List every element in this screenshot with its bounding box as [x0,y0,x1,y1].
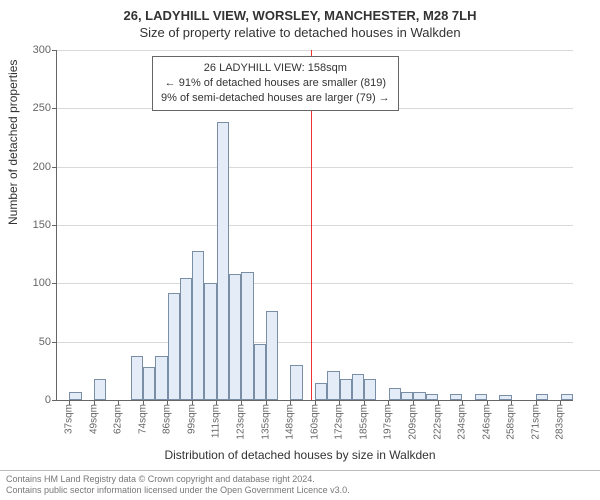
histogram-bar [266,311,278,400]
x-tick-label: 111sqm [211,404,222,438]
chart-container: 26, LADYHILL VIEW, WORSLEY, MANCHESTER, … [0,0,600,500]
title-sub: Size of property relative to detached ho… [0,23,600,40]
histogram-bar [155,356,167,400]
y-tick-mark [52,342,57,343]
y-tick-label: 300 [21,44,51,56]
x-tick-label: 135sqm [260,404,271,440]
callout-line2: ← 91% of detached houses are smaller (81… [165,77,386,89]
x-tick-label: 37sqm [63,404,74,434]
histogram-bar [254,344,266,400]
x-tick-label: 283sqm [555,404,566,440]
y-tick-label: 0 [21,394,51,406]
histogram-bar [450,394,462,400]
y-tick-label: 50 [21,336,51,348]
x-tick-label: 160sqm [309,404,320,440]
histogram-bar [94,379,106,400]
grid-line [57,283,573,284]
callout-line3: 9% of semi-detached houses are larger (7… [161,92,390,104]
x-tick-label: 185sqm [358,404,369,440]
footer-line1: Contains HM Land Registry data © Crown c… [6,474,315,484]
histogram-bar [192,251,204,400]
x-tick-label: 197sqm [383,404,394,440]
x-tick-label: 123sqm [235,404,246,440]
histogram-bar [561,394,573,400]
footer: Contains HM Land Registry data © Crown c… [0,470,600,500]
footer-line2: Contains public sector information licen… [6,485,350,495]
callout-box: 26 LADYHILL VIEW: 158sqm ← 91% of detach… [152,56,399,111]
x-tick-label: 209sqm [407,404,418,440]
y-tick-mark [52,225,57,226]
histogram-bar [389,388,401,400]
histogram-bar [241,272,253,400]
callout-line1: 26 LADYHILL VIEW: 158sqm [204,62,347,74]
histogram-bar [143,367,155,400]
y-tick-mark [52,108,57,109]
x-tick-label: 271sqm [530,404,541,440]
histogram-bar [131,356,143,400]
histogram-bar [475,394,487,400]
histogram-bar [364,379,376,400]
histogram-bar [413,392,425,400]
x-tick-label: 62sqm [113,404,124,434]
x-axis-label: Distribution of detached houses by size … [0,448,600,462]
grid-line [57,167,573,168]
histogram-bar [229,274,241,400]
x-tick-label: 246sqm [481,404,492,440]
histogram-bar [204,283,216,400]
histogram-bar [217,122,229,400]
x-tick-label: 258sqm [506,404,517,440]
y-tick-label: 100 [21,277,51,289]
grid-line [57,50,573,51]
histogram-bar [426,394,438,400]
histogram-bar [352,374,364,400]
y-tick-label: 250 [21,102,51,114]
title-main: 26, LADYHILL VIEW, WORSLEY, MANCHESTER, … [0,0,600,23]
x-tick-label: 99sqm [186,404,197,434]
x-tick-label: 86sqm [162,404,173,434]
y-tick-mark [52,283,57,284]
histogram-bar [168,293,180,400]
histogram-bar [499,395,511,400]
y-tick-label: 150 [21,219,51,231]
y-axis-label: Number of detached properties [6,60,20,225]
histogram-bar [69,392,81,400]
y-tick-mark [52,50,57,51]
grid-line [57,342,573,343]
histogram-bar [401,392,413,400]
x-tick-label: 172sqm [334,404,345,440]
x-tick-label: 49sqm [88,404,99,434]
y-tick-mark [52,167,57,168]
histogram-bar [290,365,302,400]
grid-line [57,225,573,226]
x-tick-label: 222sqm [432,404,443,440]
x-tick-label: 74sqm [137,404,148,434]
histogram-bar [180,278,192,401]
chart-area: 05010015020025030037sqm49sqm62sqm74sqm86… [56,50,572,400]
x-tick-label: 234sqm [457,404,468,440]
y-tick-label: 200 [21,161,51,173]
histogram-bar [315,383,327,401]
histogram-bar [340,379,352,400]
x-tick-label: 148sqm [285,404,296,440]
plot-area: 05010015020025030037sqm49sqm62sqm74sqm86… [56,50,573,401]
histogram-bar [327,371,339,400]
histogram-bar [536,394,548,400]
y-tick-mark [52,400,57,401]
